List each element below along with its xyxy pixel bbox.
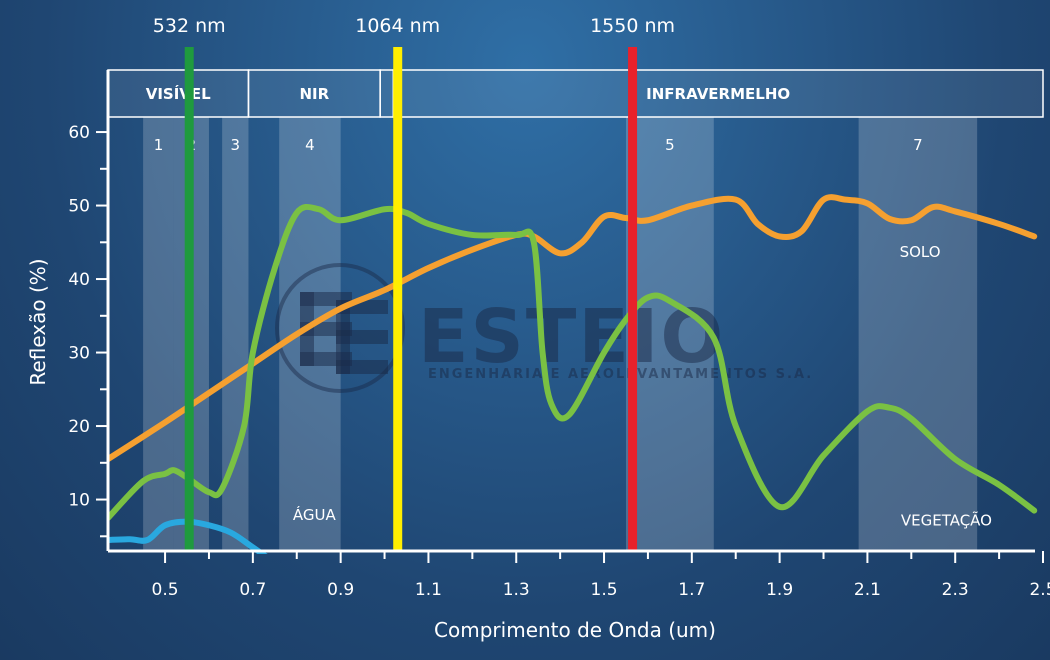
region-box-0 bbox=[107, 69, 250, 118]
region-label-3: INFRAVERMELHO bbox=[646, 85, 790, 103]
y-tick-label-10: 10 bbox=[68, 491, 90, 511]
band-1 bbox=[143, 117, 174, 551]
band-label-1: 1 bbox=[154, 136, 164, 154]
band-label-5: 5 bbox=[665, 136, 675, 154]
esteio-watermark: ESTEIO ENGENHARIA E AEROLEVANTAMENTOS S.… bbox=[275, 263, 813, 393]
x-tick-label-2.1: 2.1 bbox=[854, 580, 881, 600]
y-tick-label-50: 50 bbox=[68, 197, 90, 217]
region-label-1: NIR bbox=[299, 85, 329, 103]
x-tick-label-1.9: 1.9 bbox=[766, 580, 793, 600]
y-tick-label-30: 30 bbox=[68, 344, 90, 364]
region-box-3 bbox=[392, 69, 1044, 118]
band-label-7: 7 bbox=[913, 136, 923, 154]
region-box-1 bbox=[247, 69, 381, 118]
x-tick-label-1.5: 1.5 bbox=[591, 580, 618, 600]
x-tick-label-0.9: 0.9 bbox=[327, 580, 354, 600]
laser-label-1550-nm: 1550 nm bbox=[590, 15, 675, 37]
y-axis-title: Reflexão (%) bbox=[26, 258, 50, 385]
laser-lines: 532 nm 1064 nm 1550 nm bbox=[153, 15, 675, 551]
band-label-4: 4 bbox=[305, 136, 315, 154]
band-5 bbox=[625, 117, 714, 551]
laser-label-532-nm: 532 nm bbox=[153, 15, 226, 37]
watermark-tagline: ENGENHARIA E AEROLEVANTAMENTOS S.A. bbox=[428, 367, 813, 382]
x-tick-label-0.5: 0.5 bbox=[152, 580, 179, 600]
watermark-name: ESTEIO bbox=[418, 294, 725, 380]
band-4 bbox=[279, 117, 341, 551]
x-axis-title: Comprimento de Onda (um) bbox=[434, 618, 716, 642]
axes: 10 20 30 40 50 60 0.5 0.7 0.9 1.1 1.3 1.5 1.7 1.9 2.1 2… bbox=[68, 70, 1050, 600]
y-tick-label-40: 40 bbox=[68, 270, 90, 290]
x-tick-label-1.1: 1.1 bbox=[415, 580, 442, 600]
y-tick-label-60: 60 bbox=[68, 123, 90, 143]
series-label-água: ÁGUA bbox=[293, 505, 337, 524]
series-label-vegetação: VEGETAÇÃO bbox=[901, 510, 992, 529]
x-tick-label-1.7: 1.7 bbox=[678, 580, 705, 600]
series-line-vegetação bbox=[108, 203, 1038, 521]
x-tick-label-2.3: 2.3 bbox=[942, 580, 969, 600]
x-tick-label-1.3: 1.3 bbox=[503, 580, 530, 600]
x-tick-label-2.5: 2.5 bbox=[1029, 580, 1050, 600]
y-tick-label-20: 20 bbox=[68, 417, 90, 437]
band-7 bbox=[858, 117, 978, 551]
watermark-logo-ring bbox=[275, 263, 405, 393]
series-label-solo: SOLO bbox=[900, 243, 941, 261]
x-tick-label-0.7: 0.7 bbox=[239, 580, 266, 600]
band-label-3: 3 bbox=[231, 136, 241, 154]
laser-label-1064-nm: 1064 nm bbox=[355, 15, 440, 37]
region-label-0: VISÍVEL bbox=[146, 84, 211, 103]
region-box-2 bbox=[379, 69, 395, 118]
series-labels: SOLO VEGETAÇÃO ÁGUA bbox=[293, 243, 992, 529]
spectral-regions: VISÍVEL NIR INFRAVERMELHO bbox=[107, 69, 1044, 118]
